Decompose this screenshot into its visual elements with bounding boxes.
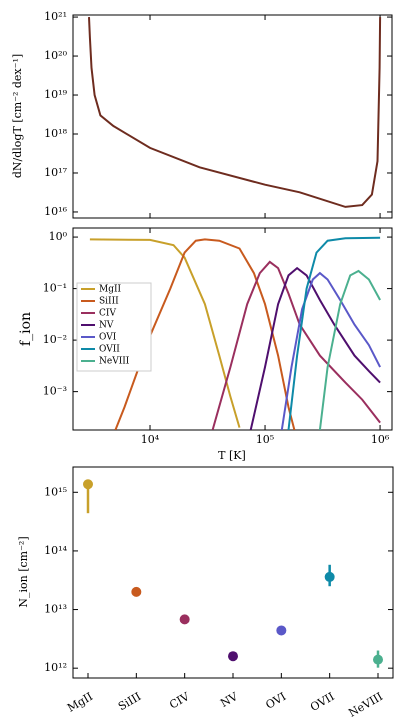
y-axis-label: f_ion [18, 312, 34, 346]
x-tick-label: CIV [167, 689, 192, 711]
legend-label: OVI [99, 333, 117, 343]
y-tick-label: 10⁰ [49, 230, 68, 243]
x-tick-label: 10⁴ [141, 433, 160, 446]
series-line [280, 271, 381, 430]
point [179, 614, 190, 625]
point [131, 586, 142, 597]
panel-frame [72, 227, 393, 431]
y-tick-label: 10²⁰ [44, 49, 67, 62]
legend-label: MgII [99, 285, 122, 295]
legend-label: NeVIII [99, 357, 130, 367]
legend-label: CIV [99, 309, 116, 319]
panel-frame [72, 14, 393, 219]
x-tick-label: NeVIII [346, 690, 385, 720]
y-axis-label: N_ion [cm⁻²] [17, 536, 30, 607]
series-line [287, 236, 381, 430]
y-tick-label: 10¹⁸ [44, 127, 67, 140]
series-line [89, 238, 241, 428]
y-axis-label: dN/dlogT [cm⁻² dex⁻¹] [11, 54, 24, 178]
panel-frame [72, 466, 394, 679]
series-line [318, 269, 381, 430]
legend-label: SiIII [99, 297, 119, 307]
x-tick-label: 10⁵ [256, 433, 274, 446]
y-tick-label: 10⁻³ [43, 385, 67, 398]
point [83, 479, 93, 490]
series-line [249, 266, 381, 430]
point [324, 571, 335, 582]
point [373, 654, 383, 665]
point [228, 651, 238, 662]
x-tick-label: 10⁶ [371, 433, 390, 446]
x-axis-label: T [K] [218, 449, 246, 462]
x-tick-label: OVII [308, 690, 337, 714]
y-tick-label: 10¹⁹ [44, 88, 67, 101]
legend-box [76, 282, 152, 372]
x-tick-label: OVI [264, 690, 289, 712]
legend-label: NV [99, 321, 114, 331]
y-tick-label: 10⁻² [43, 333, 67, 346]
y-tick-label: 10¹⁶ [44, 205, 67, 218]
y-tick-label: 10²¹ [44, 10, 67, 23]
y-tick-label: 10¹³ [44, 603, 67, 616]
x-tick-label: SiIII [116, 690, 143, 713]
series-line [211, 260, 381, 430]
y-tick-label: 10⁻¹ [43, 282, 67, 295]
x-tick-label: MgII [65, 690, 95, 715]
y-tick-label: 10¹⁴ [44, 544, 67, 557]
y-tick-label: 10¹² [44, 661, 67, 674]
legend-label: OVII [99, 345, 120, 355]
y-tick-label: 10¹⁷ [44, 166, 67, 179]
x-tick-label: NV [218, 689, 241, 710]
series-line [88, 17, 382, 208]
point [276, 625, 287, 636]
y-tick-label: 10¹⁵ [44, 485, 67, 498]
